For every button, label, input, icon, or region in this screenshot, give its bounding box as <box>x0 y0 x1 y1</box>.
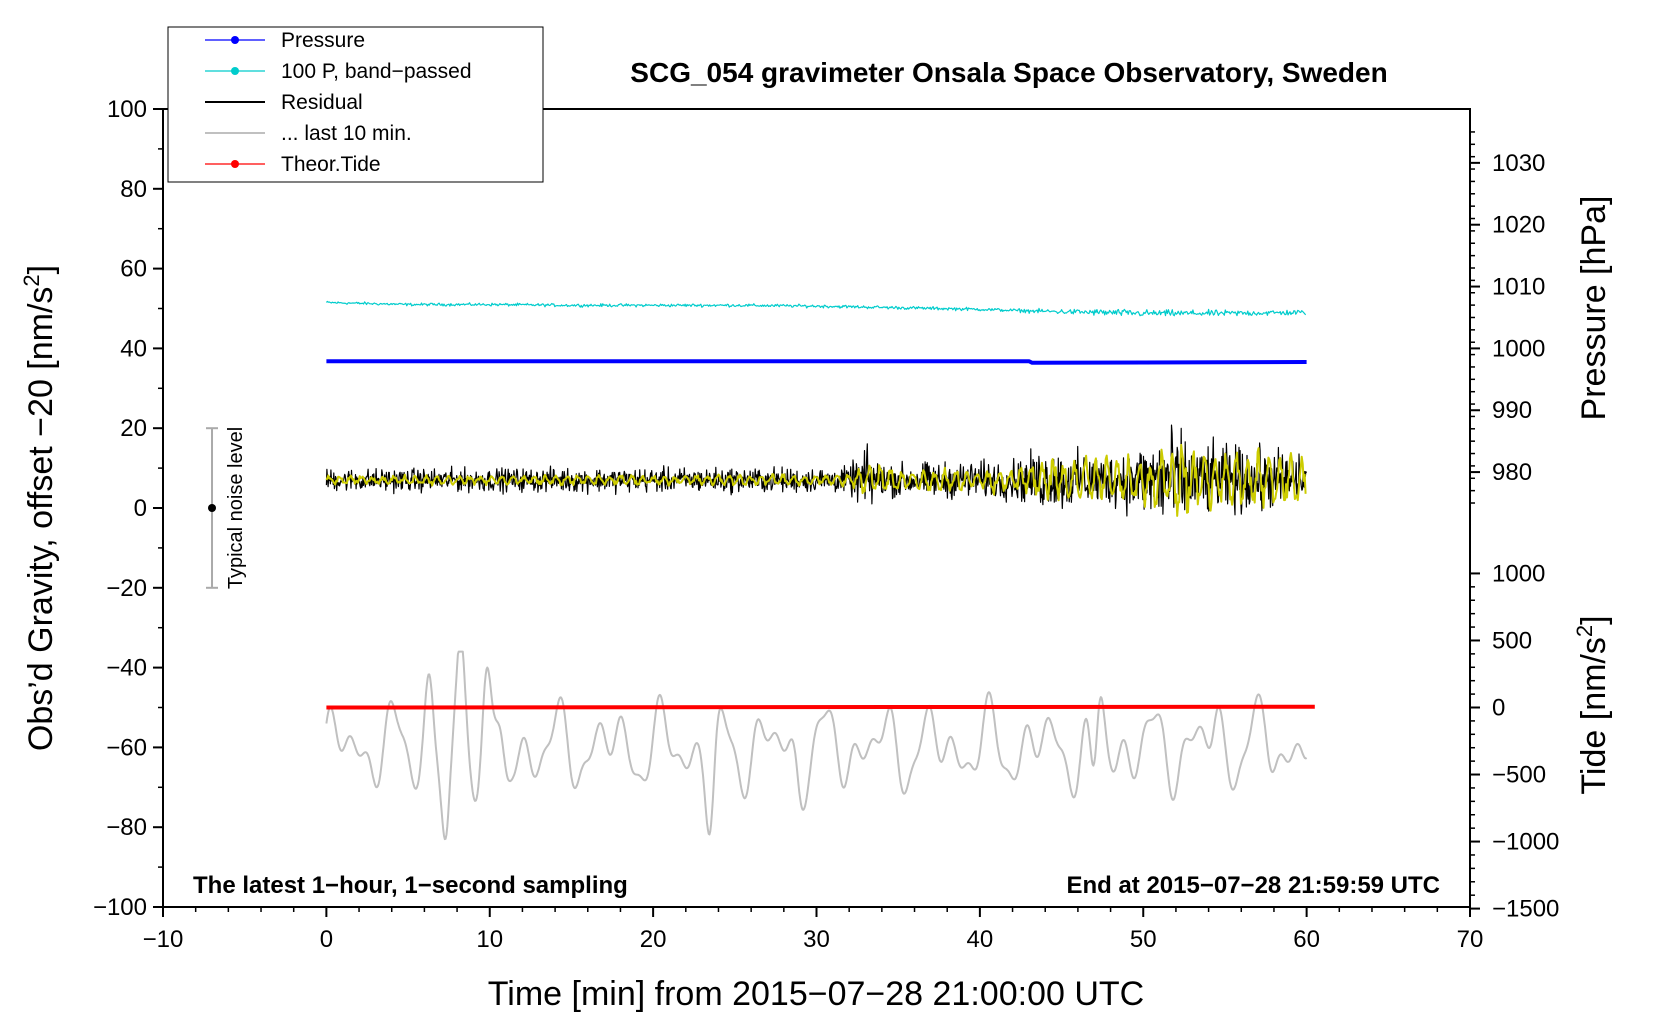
plot-frame <box>162 108 1471 908</box>
right-axis: 1030 1020 1010 1000 990 980 1000 500 0 −500 −1000 −… <box>1470 131 1559 923</box>
legend-swatch-marker <box>231 160 239 168</box>
legend-label: Residual <box>281 91 363 114</box>
x-tick-label: 40 <box>967 926 994 953</box>
x-tick-label: 50 <box>1130 926 1157 953</box>
y-axis-label-tide-sup: 2 <box>1572 625 1597 637</box>
legend: Pressure 100 P, band−passed Residual ... la… <box>167 26 544 183</box>
tide-tick-label: 0 <box>1492 695 1505 722</box>
annotation-bottom-right: End at 2015−07−28 21:59:59 UTC <box>1066 872 1440 899</box>
y-tick-label: 60 <box>120 256 147 283</box>
y-tick-label: 20 <box>120 415 147 442</box>
legend-label: Pressure <box>281 29 365 52</box>
y-axis-label-tide: Tide [nm/s2] <box>1572 615 1613 794</box>
series-residual-smoothed <box>325 443 1307 517</box>
y-tick-label: −20 <box>106 575 147 602</box>
y-axis-label-left-text: Obs’d Gravity, offset −20 [nm/s <box>22 287 60 752</box>
y-tick-label: −40 <box>106 655 147 682</box>
legend-box <box>167 26 544 183</box>
series-pressure <box>326 359 1307 365</box>
tide-tick-label: 500 <box>1492 627 1532 654</box>
noise-bar-label: Typical noise level <box>225 427 247 589</box>
y-tick-label: 0 <box>134 495 147 522</box>
tide-tick-label: −1000 <box>1492 829 1559 856</box>
y-axis-label-tide-text: Tide [nm/s <box>1575 637 1613 794</box>
x-tick-label: −10 <box>143 926 184 953</box>
y-tick-label: −80 <box>106 814 147 841</box>
x-tick-label: 10 <box>476 926 503 953</box>
tide-tick-label: −1500 <box>1492 896 1559 923</box>
series-bandpassed-pressure <box>325 300 1307 317</box>
y-tick-label: 100 <box>107 96 147 123</box>
series-layer <box>325 300 1315 841</box>
tide-tick-label: 1000 <box>1492 560 1545 587</box>
y-tick-label: −100 <box>93 894 147 921</box>
legend-label: 100 P, band−passed <box>281 60 472 83</box>
noise-level-bar: Typical noise level <box>206 427 247 589</box>
pressure-tick-label: 1010 <box>1492 274 1545 301</box>
y-axis-label-tide-close: ] <box>1575 615 1613 624</box>
x-tick-label: 0 <box>320 926 333 953</box>
pressure-tick-label: 1000 <box>1492 335 1545 362</box>
y-axis-label-left: Obs’d Gravity, offset −20 [nm/s2] <box>19 265 60 751</box>
noise-bar-center-dot <box>208 504 217 512</box>
y-axis-label-left-sup: 2 <box>19 274 44 286</box>
legend-label: Theor.Tide <box>281 153 381 176</box>
legend-swatch-marker <box>231 67 239 75</box>
y-tick-label: 80 <box>120 176 147 203</box>
x-axis-label: Time [min] from 2015−07−28 21:00:00 UTC <box>488 975 1144 1013</box>
x-tick-label: 20 <box>640 926 667 953</box>
x-tick-label: 70 <box>1457 926 1484 953</box>
pressure-tick-label: 1030 <box>1492 150 1545 177</box>
y-axis-label-pressure: Pressure [hPa] <box>1575 196 1613 421</box>
legend-label: ... last 10 min. <box>281 122 412 145</box>
tide-tick-label: −500 <box>1492 762 1546 789</box>
x-tick-label: 30 <box>803 926 830 953</box>
bottom-axis: −10 0 10 20 30 40 50 60 70 <box>143 907 1484 953</box>
y-tick-label: −60 <box>106 734 147 761</box>
annotation-bottom-left: The latest 1−hour, 1−second sampling <box>193 872 628 899</box>
pressure-tick-label: 990 <box>1492 397 1532 424</box>
series-theoretical-tide <box>326 704 1315 710</box>
series-last-10-min <box>325 650 1308 841</box>
legend-swatch-marker <box>231 36 239 44</box>
left-axis: 100 80 60 40 20 0 −20 −40 −60 −80 −100 <box>93 96 163 921</box>
chart-title: SCG_054 gravimeter Onsala Space Observat… <box>630 57 1387 88</box>
y-tick-label: 40 <box>120 335 147 362</box>
x-tick-label: 60 <box>1293 926 1320 953</box>
y-axis-label-left-close: ] <box>22 265 60 274</box>
pressure-tick-label: 980 <box>1492 459 1532 486</box>
pressure-tick-label: 1020 <box>1492 212 1545 239</box>
